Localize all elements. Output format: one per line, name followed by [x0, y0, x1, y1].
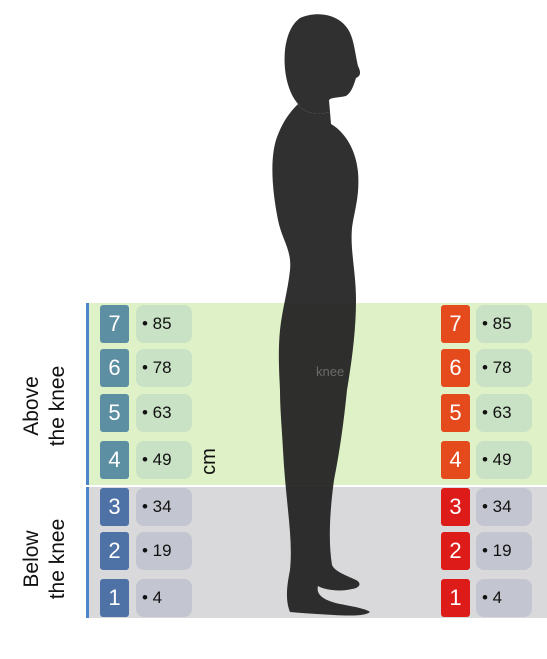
left-level-height-value: • 63	[136, 394, 192, 432]
right-level-height-value: • 19	[476, 532, 532, 570]
knee-label: knee	[316, 364, 345, 379]
human-silhouette	[272, 14, 370, 616]
left-level-height-value: • 49	[136, 441, 192, 479]
right-level-number-badge: 4	[441, 441, 470, 479]
left-level-number-badge: 2	[100, 532, 129, 570]
right-level-height-value: • 4	[476, 579, 532, 617]
right-level-height-value: • 85	[476, 305, 532, 343]
left-level-number-badge: 5	[100, 394, 129, 432]
right-level-number-badge: 6	[441, 349, 470, 387]
left-level-number-badge: 1	[100, 579, 129, 617]
above-zone-edge	[86, 303, 89, 486]
left-level-number-badge: 7	[100, 305, 129, 343]
right-level-number-badge: 3	[441, 488, 470, 526]
below-zone-edge	[86, 486, 89, 618]
left-level-height-value: • 78	[136, 349, 192, 387]
left-level-number-badge: 4	[100, 441, 129, 479]
right-level-number-badge: 5	[441, 394, 470, 432]
right-level-number-badge: 7	[441, 305, 470, 343]
left-level-height-value: • 85	[136, 305, 192, 343]
right-level-height-value: • 49	[476, 441, 532, 479]
right-level-height-value: • 78	[476, 349, 532, 387]
left-level-number-badge: 3	[100, 488, 129, 526]
right-level-number-badge: 2	[441, 532, 470, 570]
left-level-height-value: • 19	[136, 532, 192, 570]
left-level-height-value: • 34	[136, 488, 192, 526]
left-level-height-value: • 4	[136, 579, 192, 617]
right-level-height-value: • 63	[476, 394, 532, 432]
right-level-height-value: • 34	[476, 488, 532, 526]
right-level-number-badge: 1	[441, 579, 470, 617]
left-level-number-badge: 6	[100, 349, 129, 387]
